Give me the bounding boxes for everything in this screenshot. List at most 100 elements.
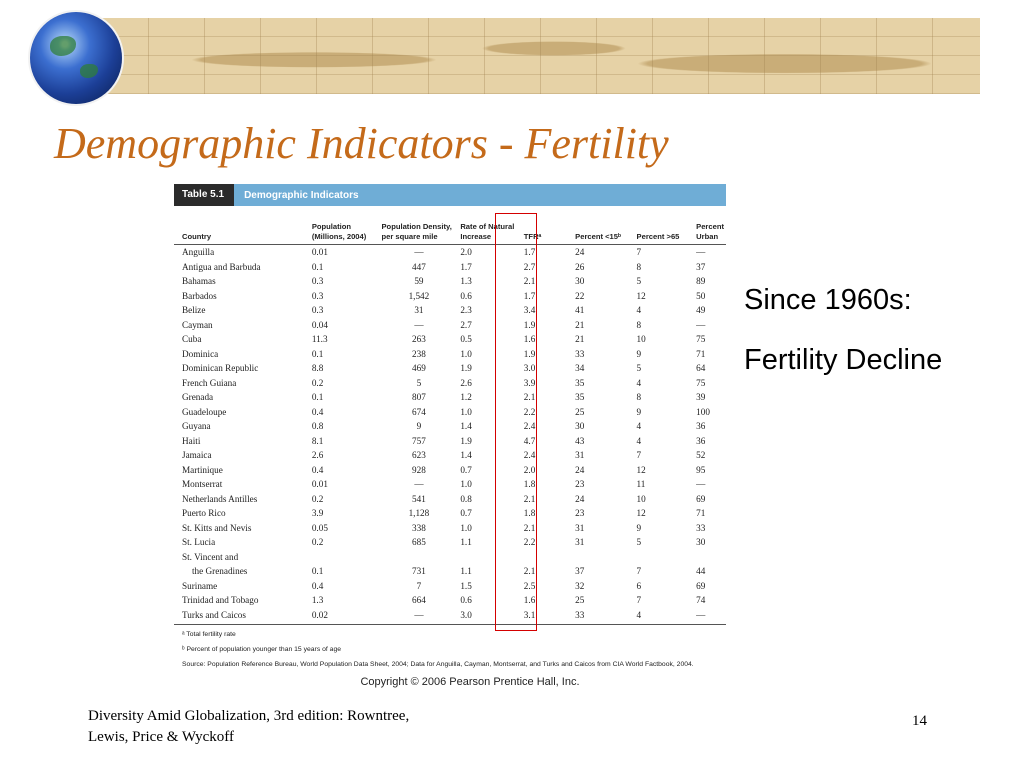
value-cell: 39 [696,392,706,402]
value-cell: 4 [636,421,642,431]
value-cell: 26 [575,261,585,272]
value-cell [573,550,634,565]
value-cell: 1.0 [460,406,472,417]
value-cell: — [696,319,706,330]
value-cell: 35 [575,392,585,402]
value-cell [310,550,380,565]
value-cell: 807 [412,392,426,402]
value-cell: 4 [636,609,642,620]
value-cell: 24 [575,247,585,257]
table-row: Suriname 0.4 7 1.5 2.5 32 6 69 [174,579,726,594]
value-cell: 2.7 [460,319,472,330]
value-cell: 2.2 [523,406,536,417]
demographic-table: Country Population (Millions, 2004) Popu… [174,206,726,622]
value-cell: 0.8 [311,421,324,431]
value-cell: 4 [636,377,642,388]
value-cell: 71 [696,508,706,518]
value-cell: 0.2 [311,537,324,547]
value-cell: 1.6 [523,595,536,605]
table-number: Table 5.1 [174,184,235,206]
tfr-highlight-box [495,213,537,631]
country-cell: Guadeloupe [182,406,227,417]
value-cell: 0.05 [311,522,328,533]
value-cell: 11 [636,479,646,489]
table-header-row: Country Population (Millions, 2004) Popu… [174,206,726,245]
country-cell: Guyana [182,421,211,431]
value-cell: 30 [696,537,706,547]
value-cell: 11.3 [311,334,328,344]
value-cell: 0.3 [311,276,324,286]
globe-icon [30,12,122,104]
value-cell: 0.7 [460,464,472,475]
country-cell: Dominican Republic [182,363,259,373]
table-body: Anguilla 0.01 — 2.0 1.7 24 7 — Antigua and Barbu… [174,245,726,623]
value-cell: 25 [575,595,585,605]
value-cell: 2.4 [523,421,536,431]
value-cell: 1.7 [523,247,536,257]
column-header: Percent Urban [694,206,726,245]
value-cell: 59 [414,276,424,286]
value-cell [635,550,695,565]
table-row: Trinidad and Tobago 1.3 664 0.6 1.6 25 7 74 [174,593,726,608]
value-cell: 34 [575,363,585,373]
table-row: Antigua and Barbuda 0.1 447 1.7 2.7 26 8 37 [174,260,726,275]
value-cell: 0.6 [460,290,472,301]
data-table-figure: Table 5.1 Demographic Indicators Country… [174,184,726,689]
value-cell: 1.4 [460,421,472,431]
value-cell: 1,542 [408,290,430,301]
value-cell: 5 [636,276,642,286]
value-cell: 2.0 [460,247,472,257]
table-row: Netherlands Antilles 0.2 541 0.8 2.1 24 10 69 [174,492,726,507]
value-cell: 75 [696,377,706,388]
value-cell: 2.7 [523,261,536,272]
value-cell: 31 [414,305,424,315]
country-cell: Martinique [182,464,223,475]
value-cell: 238 [412,348,426,359]
value-cell: 30 [575,276,585,286]
side-text-line-1: Since 1960s: [744,284,912,316]
footnote: ᵃ Total fertility rate [182,631,236,638]
value-cell: 1.8 [523,508,536,518]
value-cell: 24 [575,493,585,504]
value-cell: 1.1 [460,566,472,576]
table-row: Belize 0.3 31 2.3 3.4 41 4 49 [174,303,726,318]
table-row: Barbados 0.3 1,542 0.6 1.7 22 12 50 [174,289,726,304]
value-cell: 731 [412,566,426,576]
value-cell: 2.1 [523,566,536,576]
value-cell: 2.6 [460,377,472,388]
world-map-strip [92,18,980,94]
value-cell: — [696,609,706,620]
value-cell: 1.9 [523,319,536,330]
country-cell: Cayman [182,319,213,330]
value-cell: 0.6 [460,595,472,605]
value-cell: 41 [575,305,585,315]
value-cell: 0.1 [311,261,324,272]
value-cell: 2.1 [523,276,536,286]
country-cell: St. Vincent and [182,551,239,562]
table-bottom-rule [174,624,726,625]
value-cell: 9 [636,522,642,533]
value-cell: 36 [696,435,706,446]
value-cell: 1.7 [523,290,536,301]
table-caption-bar: Table 5.1 Demographic Indicators [174,184,726,206]
value-cell: 22 [575,290,585,301]
value-cell: 6 [636,580,642,591]
value-cell: 37 [575,566,585,576]
value-cell: 31 [575,522,585,533]
value-cell: 30 [575,421,585,431]
table-row: Dominica 0.1 238 1.0 1.9 33 9 71 [174,347,726,362]
value-cell: 50 [696,290,706,301]
value-cell: 1.9 [460,363,472,373]
value-cell: 447 [412,261,426,272]
value-cell: 1.3 [460,276,472,286]
value-cell: 1.7 [460,261,472,272]
value-cell: 1.0 [460,522,472,533]
column-header: Percent >65 [634,206,695,245]
copyright-notice: Copyright © 2006 Pearson Prentice Hall, … [360,676,580,688]
value-cell: 674 [412,406,426,417]
value-cell: 8 [636,319,642,330]
value-cell: 2.5 [523,580,536,591]
value-cell: 74 [696,595,706,605]
value-cell: 33 [575,609,585,620]
table-title: Demographic Indicators [244,189,359,201]
